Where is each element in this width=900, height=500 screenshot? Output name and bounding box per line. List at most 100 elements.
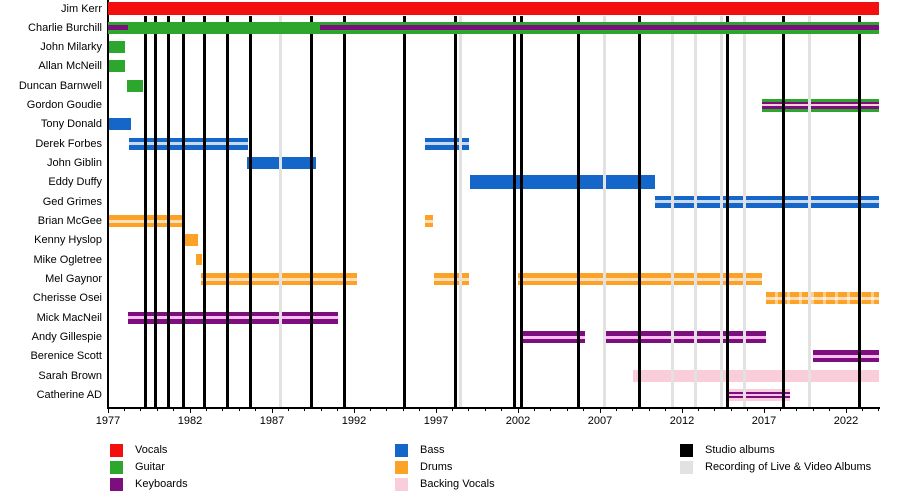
bar-stripe-drums: [434, 273, 469, 278]
bar-stripe-keyboards: [127, 311, 338, 317]
member-name-label: Charlie Burchill: [28, 21, 102, 34]
axis-tick: [861, 407, 863, 411]
member-name-label: Berenice Scott: [30, 350, 102, 363]
member-name-label: John Giblin: [46, 157, 102, 170]
axis-tick: [386, 407, 388, 411]
bar-stripe-keyboards: [127, 319, 338, 324]
timeline-bar-bass: [469, 175, 655, 190]
timeline-bar-multi-role: [726, 389, 791, 402]
axis-tick-label: 1997: [423, 415, 449, 427]
bar-stripe-drums_light: [765, 296, 879, 300]
y-axis-line: [107, 0, 109, 407]
studio-album-line: [226, 16, 230, 407]
legend-label-guitar: Guitar: [135, 461, 165, 473]
bar-stripe-keyboards: [762, 106, 879, 109]
axis-tick: [468, 407, 470, 411]
legend-swatch-live_album: [680, 461, 693, 474]
axis-tick: [615, 407, 617, 411]
legend-swatch-backing_vocals: [395, 478, 408, 491]
member-name-label: Mike Ogletree: [33, 253, 102, 266]
legend-swatch-bass: [395, 444, 408, 457]
studio-album-line: [782, 16, 786, 407]
axis-tick: [533, 407, 535, 411]
axis-tick: [402, 407, 404, 411]
bar-stripe-guitar: [762, 108, 879, 112]
member-name-label: Kenny Hyslop: [34, 234, 102, 247]
studio-album-line: [454, 16, 458, 407]
live-album-line: [808, 16, 812, 407]
live-album-line: [742, 16, 746, 407]
axis-tick-label: 1987: [259, 415, 285, 427]
studio-album-line: [637, 16, 641, 407]
axis-tick: [369, 407, 371, 411]
axis-tick-label: 1982: [177, 415, 203, 427]
timeline-bar-bass: [247, 157, 317, 170]
bar-stripe-vocals: [108, 2, 879, 15]
studio-album-line: [513, 16, 517, 407]
member-name-label: Tony Donald: [40, 118, 102, 131]
axis-tick: [779, 407, 781, 411]
axis-tick: [304, 407, 306, 411]
axis-tick-label: 1977: [95, 415, 121, 427]
bar-stripe-keyboards: [762, 101, 879, 105]
bar-stripe-bass: [129, 145, 249, 150]
bar-stripe-bass: [469, 175, 655, 190]
bar-stripe-drums_light: [424, 219, 433, 223]
timeline-bar-drums: [183, 234, 199, 247]
bar-stripe-drums: [434, 280, 469, 286]
studio-album-line: [167, 16, 171, 407]
member-name-label: Mick MacNeil: [36, 311, 102, 324]
bar-stripe-bass: [129, 137, 249, 143]
bar-stripe-keyboards: [813, 350, 879, 355]
legend-swatch-guitar: [110, 461, 123, 474]
axis-tick: [123, 407, 125, 411]
axis-tick: [599, 407, 601, 413]
live-album-line: [459, 16, 463, 407]
axis-tick: [632, 407, 634, 411]
timeline-bar-keyboards: [813, 350, 879, 363]
axis-tick: [320, 407, 322, 411]
bar-stripe-drums: [195, 254, 203, 266]
bar-stripe-guitar: [126, 79, 144, 92]
timeline-bar-guitar: [126, 79, 144, 92]
member-name-label: Ged Grimes: [42, 195, 102, 208]
member-name-label: Eddy Duffy: [48, 176, 102, 189]
axis-tick: [501, 407, 503, 411]
bar-stripe-keyboards_light: [813, 354, 879, 358]
bar-stripe-keyboards: [603, 338, 766, 344]
member-name-label: Mel Gaynor: [45, 273, 102, 286]
axis-tick: [550, 407, 552, 411]
axis-tick: [697, 407, 699, 411]
axis-tick: [517, 407, 519, 413]
axis-tick: [648, 407, 650, 411]
axis-tick: [451, 407, 453, 411]
member-name-label: Jim Kerr: [61, 2, 102, 15]
bar-stripe-keyboards: [603, 331, 766, 336]
timeline-bar-vocals: [108, 2, 879, 15]
live-album-line: [693, 16, 697, 407]
bar-stripe-keyboards_light: [127, 316, 338, 320]
axis-tick: [484, 407, 486, 411]
studio-album-line: [857, 16, 861, 407]
x-axis-line: [107, 407, 880, 409]
axis-tick: [796, 407, 798, 411]
axis-tick: [107, 407, 109, 413]
bar-stripe-keyboards: [319, 25, 879, 31]
axis-tick-label: 1992: [341, 415, 367, 427]
bar-stripe-guitar: [762, 98, 879, 102]
member-name-label: Allan McNeill: [38, 60, 102, 73]
bar-stripe-keyboards: [813, 357, 879, 363]
axis-tick-label: 2022: [833, 415, 859, 427]
axis-tick: [238, 407, 240, 411]
axis-tick: [747, 407, 749, 411]
bar-stripe-keyboards: [519, 338, 586, 344]
axis-tick: [878, 407, 880, 411]
axis-tick-label: 2012: [669, 415, 695, 427]
axis-tick: [714, 407, 716, 411]
timeline-bar-bass: [654, 195, 879, 208]
axis-tick: [353, 407, 355, 413]
legend-label-drums: Drums: [420, 461, 453, 473]
bar-stripe-keyboards: [726, 396, 791, 399]
bar-stripe-bass_light: [129, 142, 249, 146]
